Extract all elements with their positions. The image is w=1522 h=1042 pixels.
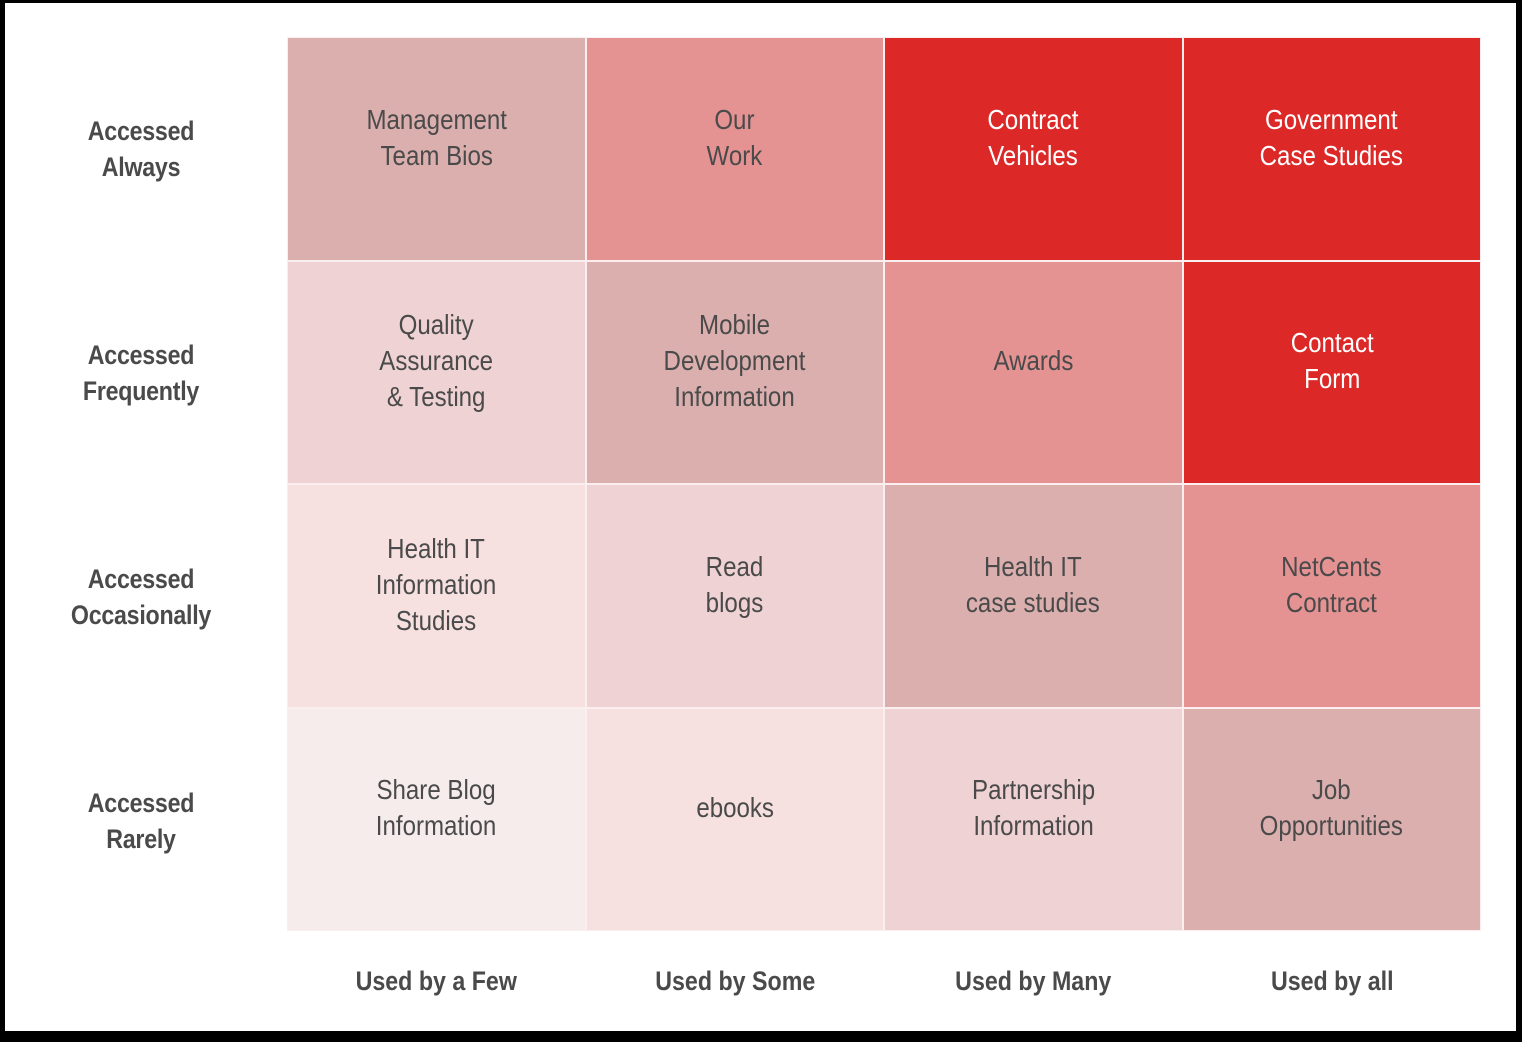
- cell-label: Contract Vehicles: [987, 103, 1079, 171]
- cell-label: Job Opportunities: [1260, 774, 1404, 842]
- cell-label: Health IT Information Studies: [376, 532, 497, 636]
- col-label-many: Used by Many: [955, 966, 1112, 996]
- chart-canvas: Accessed Always Accessed Frequently Acce…: [5, 3, 1516, 1031]
- cell-label: ebooks: [695, 792, 774, 824]
- heatmap-cell: ebooks: [586, 708, 883, 930]
- heatmap-cell: Health IT Information Studies: [288, 485, 585, 707]
- cell-label: Partnership Information: [971, 774, 1095, 842]
- heatmap-cell: Contract Vehicles: [885, 38, 1182, 260]
- heatmap-cell: Quality Assurance & Testing: [288, 261, 585, 483]
- heatmap-cell: Awards: [885, 261, 1182, 483]
- heatmap-cell: Read blogs: [586, 485, 883, 707]
- col-label-few: Used by a Few: [355, 966, 517, 996]
- heatmap-cell: Partnership Information: [885, 708, 1182, 930]
- cell-label: Read blogs: [705, 550, 764, 618]
- col-label-some: Used by Some: [654, 966, 815, 996]
- cell-label: Contact Form: [1290, 327, 1374, 395]
- col-label-all: Used by all: [1270, 966, 1394, 996]
- cell-label: Share Blog Information: [376, 774, 497, 842]
- column-labels: Used by a Few Used by Some Used by Many …: [287, 953, 1481, 1013]
- cell-label: Quality Assurance & Testing: [379, 309, 494, 413]
- heatmap-cell: Contact Form: [1183, 261, 1480, 483]
- heatmap-cell: Share Blog Information: [288, 708, 585, 930]
- heatmap-cell: Job Opportunities: [1183, 708, 1480, 930]
- cell-label: Government Case Studies: [1260, 103, 1404, 171]
- heatmap-cell: Mobile Development Information: [586, 261, 883, 483]
- heatmap-cell: Our Work: [586, 38, 883, 260]
- row-label-rarely: Accessed Rarely: [87, 787, 195, 854]
- cell-label: Mobile Development Information: [663, 309, 806, 413]
- cell-label: Our Work: [706, 103, 763, 171]
- cell-label: Management Team Bios: [365, 103, 507, 171]
- row-label-frequently: Accessed Frequently: [82, 339, 200, 406]
- heatmap-cell: Government Case Studies: [1183, 38, 1480, 260]
- heatmap-cell: Health IT case studies: [885, 485, 1182, 707]
- heatmap-grid: Management Team Bios Our Work Contract V…: [287, 37, 1481, 931]
- cell-label: NetCents Contract: [1281, 550, 1382, 618]
- heatmap-cell: NetCents Contract: [1183, 485, 1480, 707]
- row-label-always: Accessed Always: [87, 115, 195, 182]
- heatmap-cell: Management Team Bios: [288, 38, 585, 260]
- cell-label: Awards: [993, 345, 1074, 377]
- row-label-occasionally: Accessed Occasionally: [70, 563, 212, 630]
- cell-label: Health IT case studies: [966, 550, 1101, 618]
